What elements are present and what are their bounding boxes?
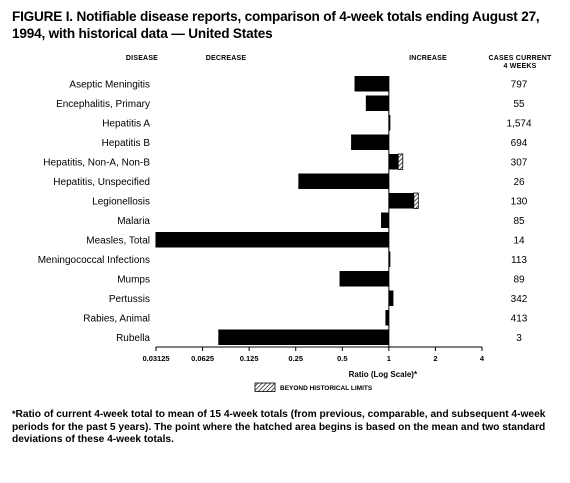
category-label: Aseptic Meningitis xyxy=(69,79,150,90)
legend: BEYOND HISTORICAL LIMITS xyxy=(254,382,373,392)
bar xyxy=(388,115,391,131)
category-label: Encephalitis, Primary xyxy=(56,99,150,110)
category-label-layer: Aseptic Meningitis Encephalitis, Primary H… xyxy=(38,79,151,344)
figure-title: FIGURE I. Notifiable disease reports, co… xyxy=(12,9,540,41)
category-label: Mumps xyxy=(117,274,150,285)
category-label: Hepatitis, Non-A, Non-B xyxy=(43,157,150,168)
bar xyxy=(388,290,394,306)
x-tick-label: 4 xyxy=(480,354,485,363)
bar xyxy=(218,329,389,345)
x-tick-label: 0.125 xyxy=(240,354,259,363)
category-label: Hepatitis B xyxy=(102,138,151,149)
case-count: 342 xyxy=(511,294,528,305)
case-count: 694 xyxy=(511,138,528,149)
x-tick-label: 0.03125 xyxy=(142,354,169,363)
case-count: 3 xyxy=(516,333,522,344)
bar xyxy=(365,95,389,111)
bar xyxy=(381,212,389,228)
case-count: 797 xyxy=(511,79,528,90)
x-tick-label: 0.0625 xyxy=(191,354,214,363)
x-axis: 0.03125 0.0625 0.125 0.25 0.5 1 2 4 Ratio (Log S… xyxy=(142,346,485,379)
footnote: *Ratio of current 4-week total to mean o… xyxy=(12,408,560,447)
category-label: Rubella xyxy=(116,333,150,344)
legend-hatch-swatch xyxy=(254,382,276,392)
footnote-marker: * xyxy=(12,409,16,419)
case-count: 307 xyxy=(511,157,528,168)
category-label: Malaria xyxy=(117,216,150,227)
header-decrease: DECREASE xyxy=(205,55,247,62)
category-label: Rabies, Animal xyxy=(83,313,150,324)
x-tick-label: 2 xyxy=(433,354,437,363)
header-increase: INCREASE xyxy=(409,55,447,62)
bar xyxy=(298,173,389,189)
header-cases-line1: CASES CURRENT xyxy=(488,55,552,62)
bar xyxy=(385,310,389,326)
case-count: 89 xyxy=(513,274,525,285)
bar xyxy=(155,232,389,248)
bar xyxy=(388,251,391,267)
case-count-layer: 797 55 1,574 694 307 26 130 85 14 113 89 342 413 3 xyxy=(506,79,531,344)
bar-hatched-segment xyxy=(413,192,419,209)
header-disease: DISEASE xyxy=(125,55,159,62)
x-tick-label: 0.25 xyxy=(288,354,303,363)
x-tick-label: 0.5 xyxy=(337,354,347,363)
header-cases-line2: 4 WEEKS xyxy=(503,63,537,70)
case-count: 14 xyxy=(513,235,525,246)
case-count: 113 xyxy=(511,255,527,266)
category-label: Hepatitis A xyxy=(102,118,150,129)
category-label: Legionellosis xyxy=(92,196,150,207)
bar-hatched-segment xyxy=(397,153,404,170)
bar-layer xyxy=(155,76,419,347)
bar xyxy=(354,76,389,92)
case-count: 1,574 xyxy=(506,118,531,129)
bar xyxy=(339,271,389,287)
x-tick-label: 1 xyxy=(387,354,391,363)
case-count: 26 xyxy=(513,177,525,188)
category-label: Measles, Total xyxy=(86,235,150,246)
category-label: Hepatitis, Unspecified xyxy=(53,177,150,188)
case-count: 55 xyxy=(513,99,525,110)
case-count: 413 xyxy=(511,313,528,324)
legend-label: BEYOND HISTORICAL LIMITS xyxy=(280,385,373,392)
category-label: Pertussis xyxy=(109,294,150,305)
case-count: 85 xyxy=(513,216,525,227)
header-cases-current: CASES CURRENT 4 WEEKS xyxy=(482,55,558,71)
category-label: Meningococcal Infections xyxy=(38,255,150,266)
bar xyxy=(388,193,414,209)
bar xyxy=(351,134,389,150)
bar xyxy=(388,154,399,170)
case-count: 130 xyxy=(511,196,528,207)
footnote-text: Ratio of current 4-week total to mean of… xyxy=(12,409,546,446)
x-axis-title: Ratio (Log Scale)* xyxy=(349,370,418,379)
